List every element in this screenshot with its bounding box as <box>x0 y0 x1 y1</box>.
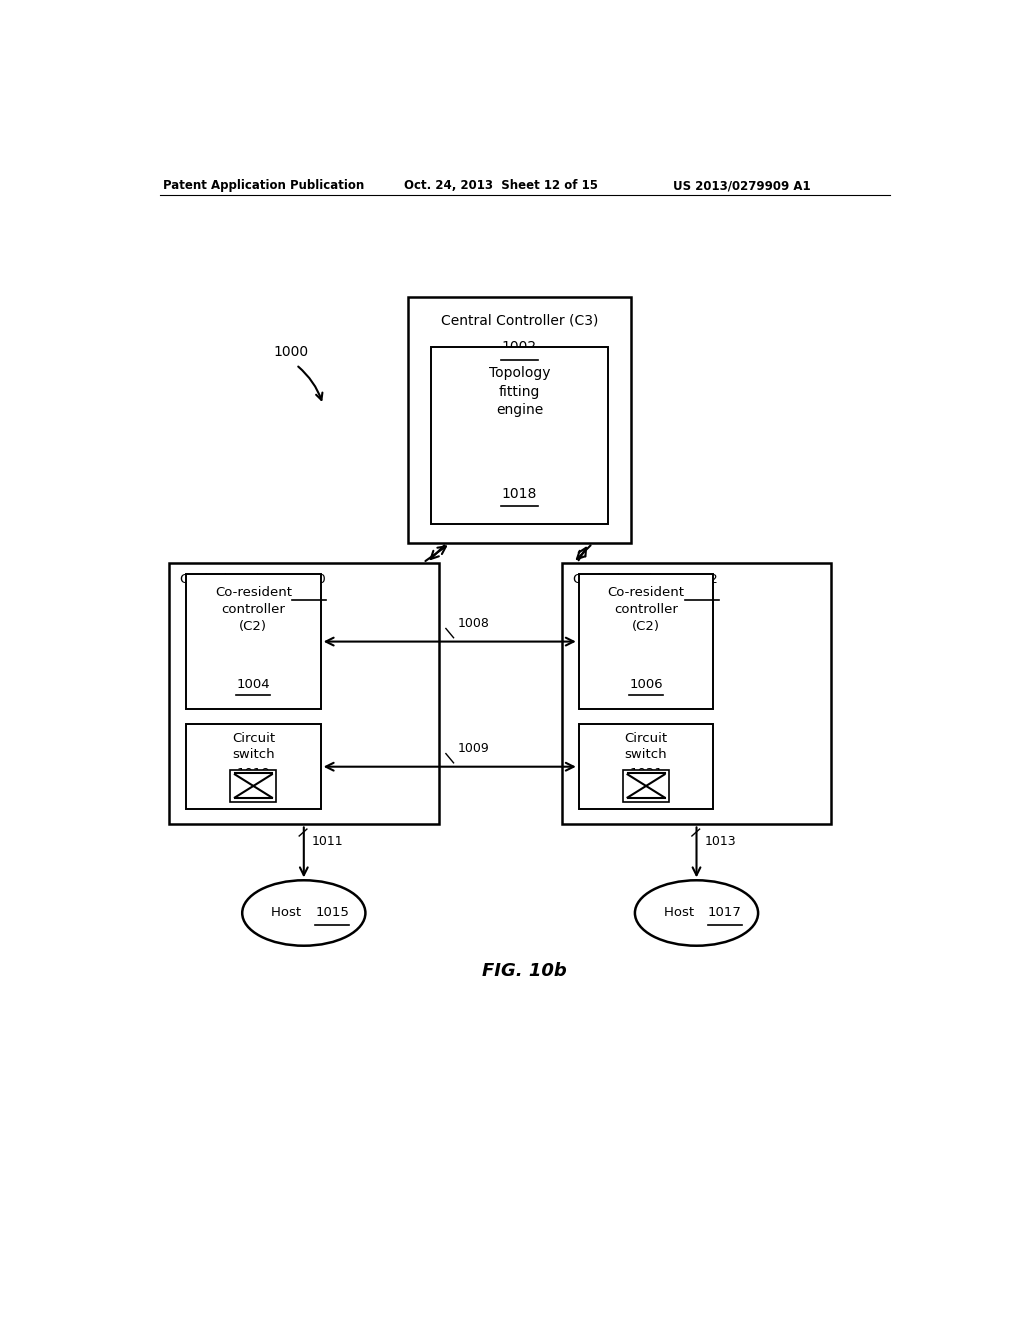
Text: 1006: 1006 <box>630 678 663 692</box>
Bar <box>408 297 631 544</box>
Text: 1011: 1011 <box>311 834 343 847</box>
Text: 1000: 1000 <box>273 346 308 359</box>
Text: 1012: 1012 <box>685 573 719 586</box>
Text: Oct. 24, 2013  Sheet 12 of 15: Oct. 24, 2013 Sheet 12 of 15 <box>403 180 598 193</box>
Text: 1004: 1004 <box>237 678 270 692</box>
Bar <box>579 574 714 709</box>
Text: Host: Host <box>664 907 698 920</box>
Bar <box>562 562 831 825</box>
Text: 1002: 1002 <box>502 341 537 354</box>
Text: Central Controller (C3): Central Controller (C3) <box>440 314 598 327</box>
Text: Optical Mode: Optical Mode <box>180 573 276 586</box>
Bar <box>169 562 438 825</box>
Text: 1009: 1009 <box>458 742 489 755</box>
Text: 1018: 1018 <box>502 487 538 502</box>
Text: 1008: 1008 <box>458 616 489 630</box>
Text: Host: Host <box>271 907 305 920</box>
Bar <box>230 770 276 803</box>
Ellipse shape <box>635 880 758 945</box>
Text: US 2013/0279909 A1: US 2013/0279909 A1 <box>674 180 811 193</box>
Text: Co-resident
controller
(C2): Co-resident controller (C2) <box>215 586 292 632</box>
Text: 1010: 1010 <box>292 573 326 586</box>
Text: 1017: 1017 <box>708 907 742 920</box>
Bar <box>186 574 321 709</box>
Text: 1013: 1013 <box>705 834 736 847</box>
Text: Circuit
switch: Circuit switch <box>625 733 668 762</box>
Text: Co-resident
controller
(C2): Co-resident controller (C2) <box>607 586 685 632</box>
Text: 1019: 1019 <box>237 767 270 780</box>
Bar <box>623 770 669 803</box>
Text: Optical Mode: Optical Mode <box>572 573 669 586</box>
Text: FIG. 10b: FIG. 10b <box>482 962 567 979</box>
Ellipse shape <box>243 880 366 945</box>
Text: Topology
fitting
engine: Topology fitting engine <box>488 367 550 417</box>
Bar <box>186 725 321 809</box>
Text: 1015: 1015 <box>315 907 349 920</box>
Text: Circuit
switch: Circuit switch <box>231 733 274 762</box>
Bar <box>579 725 714 809</box>
Text: Patent Application Publication: Patent Application Publication <box>163 180 365 193</box>
Bar <box>431 347 608 524</box>
Text: 1021: 1021 <box>629 767 663 780</box>
